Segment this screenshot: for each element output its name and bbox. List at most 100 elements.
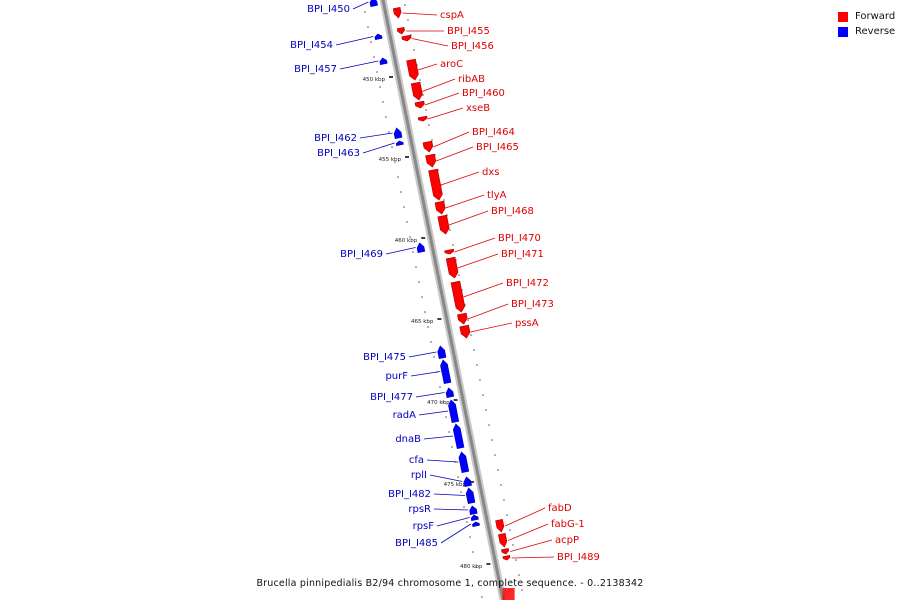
gene-arrow (445, 256, 459, 279)
minor-tick (466, 521, 468, 523)
gene-label: BPI_I457 (294, 64, 337, 75)
minor-tick (425, 109, 427, 111)
gene-arrow (501, 547, 510, 555)
minor-tick (512, 544, 514, 546)
minor-tick (376, 71, 378, 73)
gene-leader-line (433, 508, 469, 511)
minor-tick (481, 596, 483, 598)
minor-tick (419, 79, 421, 81)
gene-arrow (422, 140, 434, 153)
minor-tick (431, 139, 433, 141)
gene-label: purF (385, 371, 408, 382)
legend-item-reverse: Reverse (838, 24, 895, 39)
gene-label: acpP (555, 535, 579, 546)
legend: Forward Reverse (838, 9, 895, 39)
gene-arrow (410, 81, 423, 101)
gene-label: BPI_I473 (511, 299, 554, 310)
gene-leader-line (408, 351, 437, 358)
gene-arrow (459, 324, 471, 339)
minor-tick (433, 356, 435, 358)
gene-label: BPI_I469 (340, 249, 383, 260)
gene-leader-line (410, 371, 441, 377)
minor-tick (478, 581, 480, 583)
gene-leader-line (426, 459, 459, 463)
gene-leader-line (359, 132, 393, 139)
scale-label: 470 kbp (427, 400, 450, 406)
minor-tick (442, 401, 444, 403)
gene-leader-line (436, 146, 474, 162)
gene-arrow (392, 6, 402, 19)
minor-tick (418, 281, 420, 283)
scale-label: 480 kbp (460, 564, 483, 570)
gene-label: dxs (482, 167, 499, 178)
gene-arrow (395, 140, 404, 147)
gene-label: pssA (515, 318, 539, 329)
gene-label: BPI_I489 (557, 552, 600, 563)
minor-tick (451, 446, 453, 448)
minor-tick (503, 499, 505, 501)
gene-label: BPI_I463 (317, 148, 360, 159)
minor-tick (385, 116, 387, 118)
minor-tick (469, 536, 471, 538)
gene-leader-line (511, 556, 555, 559)
minor-tick (388, 131, 390, 133)
gene-leader-line (418, 410, 449, 416)
minor-tick (427, 326, 429, 328)
gene-leader-line (454, 237, 496, 253)
gene-label: BPI_I468 (491, 206, 534, 217)
gene-leader-line (385, 247, 416, 255)
gene-leader-line (470, 322, 513, 333)
gene-arrow (414, 100, 425, 109)
forward-swatch (838, 11, 848, 22)
gene-label: fabD (548, 503, 572, 514)
minor-tick (494, 454, 496, 456)
gene-arrow (502, 554, 511, 561)
minor-tick (470, 334, 472, 336)
gene-label: BPI_I475 (363, 352, 406, 363)
axis-line (381, 0, 505, 600)
gene-leader-line (433, 493, 466, 496)
gene-arrow (445, 387, 455, 399)
minor-tick (458, 274, 460, 276)
gene-label: xseB (466, 103, 490, 114)
gene-arrow (469, 505, 478, 516)
minor-tick (476, 364, 478, 366)
gene-arrow (450, 280, 466, 313)
minor-tick (500, 484, 502, 486)
gene-label: cspA (440, 10, 464, 21)
gene-label: BPI_I477 (370, 392, 413, 403)
gene-arrow (369, 0, 378, 8)
gene-arrow (393, 127, 403, 140)
gene-leader-line (445, 194, 485, 209)
minor-tick (415, 266, 417, 268)
minor-tick (491, 439, 493, 441)
gene-leader-line (436, 517, 470, 527)
scale-label: 460 kbp (395, 238, 418, 244)
gene-label: BPI_I485 (395, 538, 438, 549)
gene-label: rpsF (413, 521, 435, 532)
gene-label: BPI_I462 (314, 133, 357, 144)
gene-label: BPI_I470 (498, 233, 541, 244)
minor-tick (467, 319, 469, 321)
minor-tick (382, 101, 384, 103)
gene-leader-line (417, 63, 438, 71)
scale-label: 455 kbp (379, 157, 402, 163)
gene-label: BPI_I472 (506, 278, 549, 289)
minor-tick (397, 176, 399, 178)
minor-tick (379, 86, 381, 88)
gene-arrow (437, 345, 447, 360)
legend-forward-label: Forward (855, 11, 896, 22)
minor-tick (394, 161, 396, 163)
gene-leader-line (402, 12, 438, 16)
minor-tick (518, 574, 520, 576)
gene-arrow (458, 451, 470, 474)
gene-leader-line (352, 1, 369, 10)
gene-label: rpsR (408, 504, 431, 515)
minor-tick (485, 409, 487, 411)
legend-reverse-label: Reverse (855, 26, 896, 37)
minor-tick (409, 236, 411, 238)
gene-label: radA (393, 410, 417, 421)
gene-arrow (428, 168, 443, 201)
gene-leader-line (424, 92, 460, 106)
